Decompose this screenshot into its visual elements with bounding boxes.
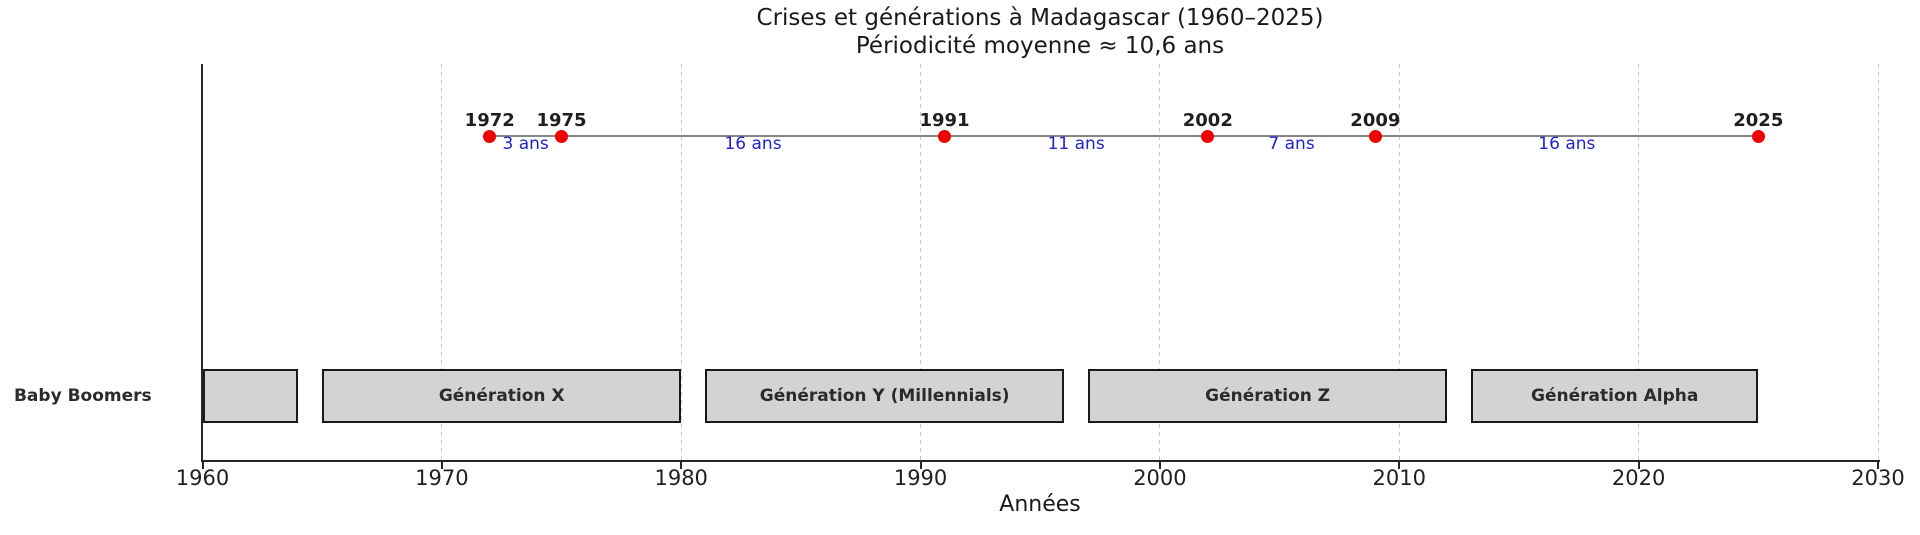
x-tick bbox=[440, 462, 443, 469]
generation-bar-label: Baby Boomers bbox=[13, 386, 152, 406]
generation-bar bbox=[202, 369, 299, 423]
crisis-dot bbox=[1368, 129, 1382, 143]
generation-bar bbox=[322, 369, 682, 423]
crisis-dot bbox=[483, 129, 497, 143]
x-tick-label: 2030 bbox=[1851, 466, 1905, 490]
crisis-dot bbox=[938, 129, 951, 143]
timeline-line bbox=[489, 135, 1759, 137]
crisis-year-label: 1991 bbox=[919, 110, 970, 131]
crisis-year-label: 2009 bbox=[1350, 110, 1401, 131]
gridline bbox=[1638, 64, 1640, 462]
crisis-dot bbox=[1201, 129, 1215, 143]
chart-title-block: Crises et générations à Madagascar (1960… bbox=[202, 4, 1878, 60]
generation-bar-label: Génération Alpha bbox=[1531, 386, 1699, 406]
x-tick-label: 1970 bbox=[415, 466, 469, 490]
generation-bar bbox=[705, 369, 1065, 423]
crisis-year-label: 1975 bbox=[536, 110, 587, 131]
crisis-dot bbox=[555, 129, 569, 143]
interval-label: 7 ans bbox=[1268, 134, 1315, 154]
generation-bar bbox=[1088, 369, 1448, 423]
x-tick bbox=[1877, 462, 1879, 469]
crisis-dot bbox=[1751, 129, 1765, 143]
x-axis-label: Années bbox=[999, 492, 1081, 517]
crisis-year-label: 2002 bbox=[1182, 110, 1233, 131]
x-tick bbox=[919, 462, 922, 469]
x-tick-label: 1960 bbox=[175, 466, 230, 490]
interval-label: 3 ans bbox=[502, 134, 549, 154]
crisis-year-label: 2025 bbox=[1733, 110, 1784, 131]
gridline bbox=[1159, 64, 1161, 462]
chart-title: Crises et générations à Madagascar (1960… bbox=[756, 5, 1324, 31]
gridline bbox=[680, 64, 682, 462]
y-axis-spine bbox=[201, 64, 203, 462]
generation-bar-label: Génération Z bbox=[1205, 386, 1331, 406]
interval-label: 11 ans bbox=[1047, 134, 1105, 154]
x-tick-label: 2010 bbox=[1372, 466, 1427, 490]
x-tick-label: 2020 bbox=[1611, 466, 1666, 490]
crisis-year-label: 1972 bbox=[464, 110, 515, 131]
x-tick-label: 2000 bbox=[1133, 466, 1187, 490]
generation-bar-label: Génération X bbox=[438, 386, 565, 406]
x-tick-label: 1980 bbox=[654, 466, 708, 490]
gridline bbox=[1877, 64, 1879, 462]
x-tick bbox=[1158, 462, 1161, 469]
x-tick bbox=[680, 462, 683, 469]
gridline bbox=[1398, 64, 1400, 462]
x-axis-spine bbox=[201, 460, 1880, 462]
generation-bar bbox=[1471, 369, 1759, 423]
gridline bbox=[920, 64, 922, 462]
x-tick bbox=[1398, 462, 1401, 469]
x-tick-label: 1990 bbox=[893, 466, 948, 490]
x-tick bbox=[1637, 462, 1640, 469]
interval-label: 16 ans bbox=[724, 134, 782, 154]
x-tick bbox=[201, 462, 204, 469]
interval-label: 16 ans bbox=[1538, 134, 1596, 154]
chart-subtitle: Périodicité moyenne ≈ 10,6 ans bbox=[855, 33, 1225, 59]
generation-bar-label: Génération Y (Millennials) bbox=[759, 386, 1010, 406]
gridline bbox=[441, 64, 443, 462]
